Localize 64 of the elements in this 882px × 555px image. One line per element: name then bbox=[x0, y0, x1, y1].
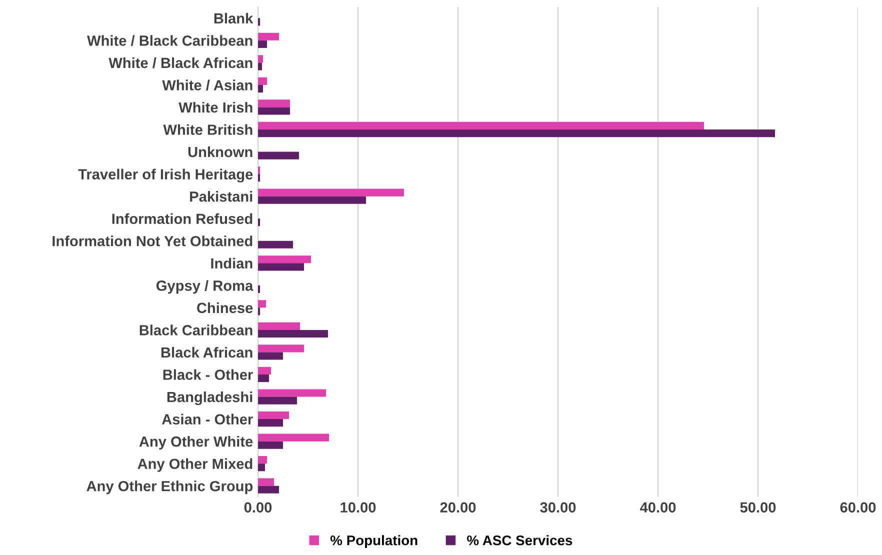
y-tick-label: Chinese bbox=[197, 302, 253, 314]
bar bbox=[258, 366, 271, 374]
bar bbox=[258, 411, 289, 420]
bar bbox=[258, 330, 328, 338]
y-tick-label: Bangladeshi bbox=[167, 391, 252, 406]
legend-label: % Population bbox=[330, 535, 418, 548]
bar bbox=[258, 322, 300, 330]
y-tick-label: White / Asian bbox=[162, 80, 252, 91]
y-tick-label: Pakistani bbox=[190, 191, 252, 202]
legend-label: % ASC Services bbox=[467, 535, 572, 546]
bar bbox=[258, 486, 279, 494]
x-tick-label: 60.00 bbox=[840, 502, 876, 513]
x-tick-label: 50.00 bbox=[740, 502, 776, 513]
bar bbox=[258, 464, 265, 472]
bar bbox=[258, 441, 283, 449]
x-tick-label: 20.00 bbox=[440, 502, 476, 513]
y-tick-label: White / Black Caribbean bbox=[87, 35, 252, 46]
bar bbox=[258, 84, 263, 93]
y-tick-label: Black Caribbean bbox=[140, 324, 252, 336]
bar bbox=[258, 374, 269, 382]
y-tick-label: Any Other Mixed bbox=[138, 458, 252, 472]
y-tick-label: Any Other Ethnic Group bbox=[86, 480, 253, 494]
y-tick-label: Gypsy / Roma bbox=[156, 280, 254, 294]
y-tick-label: Blank bbox=[214, 12, 254, 24]
y-tick-label: Black African bbox=[161, 346, 252, 358]
y-tick-label: Information Refused bbox=[112, 213, 252, 224]
y-tick-label: Indian bbox=[211, 258, 252, 269]
bar bbox=[258, 352, 283, 360]
x-tick-label: 10.00 bbox=[340, 502, 376, 513]
bar bbox=[258, 434, 329, 442]
x-tick-label: 0.00 bbox=[244, 502, 272, 513]
bar bbox=[258, 389, 326, 397]
bar bbox=[258, 344, 304, 352]
bar bbox=[258, 256, 311, 264]
y-tick-label: Traveller of Irish Heritage bbox=[78, 168, 253, 182]
y-tick-label: Any Other White bbox=[139, 436, 253, 450]
bar bbox=[258, 263, 304, 271]
bar bbox=[258, 55, 263, 63]
bar bbox=[258, 300, 266, 308]
bar bbox=[258, 40, 267, 48]
y-tick-label: White British bbox=[163, 124, 252, 135]
y-tick-label: Asian - Other bbox=[162, 414, 253, 424]
bar bbox=[258, 152, 299, 160]
bar bbox=[258, 77, 267, 85]
x-tick-label: 30.00 bbox=[540, 502, 576, 513]
x-tick-label: 40.00 bbox=[640, 502, 676, 513]
bar bbox=[258, 419, 283, 427]
bar bbox=[258, 122, 704, 130]
y-tick-label: Information Not Yet Obtained bbox=[52, 236, 252, 246]
bar bbox=[258, 196, 366, 204]
bar bbox=[258, 188, 404, 196]
bar bbox=[258, 130, 775, 138]
bar bbox=[258, 478, 274, 486]
bar bbox=[258, 32, 279, 40]
bar bbox=[258, 100, 290, 108]
y-tick-label: Black - Other bbox=[163, 369, 253, 380]
y-tick-label: White / Black African bbox=[108, 57, 252, 68]
y-tick-label: Unknown bbox=[188, 146, 252, 158]
bar bbox=[258, 396, 297, 404]
bar bbox=[258, 107, 290, 115]
bar bbox=[258, 62, 262, 70]
bar bbox=[258, 456, 267, 464]
bar bbox=[258, 240, 293, 248]
y-tick-label: White Irish bbox=[178, 102, 252, 113]
